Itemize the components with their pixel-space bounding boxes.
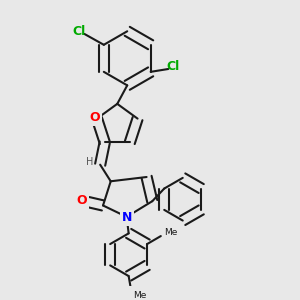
Text: O: O <box>77 194 87 207</box>
Text: Cl: Cl <box>167 60 180 73</box>
Text: H: H <box>86 157 93 167</box>
Text: N: N <box>122 211 132 224</box>
Text: Me: Me <box>133 292 146 300</box>
Text: O: O <box>89 111 100 124</box>
Text: Me: Me <box>164 228 177 237</box>
Text: Cl: Cl <box>73 25 86 38</box>
